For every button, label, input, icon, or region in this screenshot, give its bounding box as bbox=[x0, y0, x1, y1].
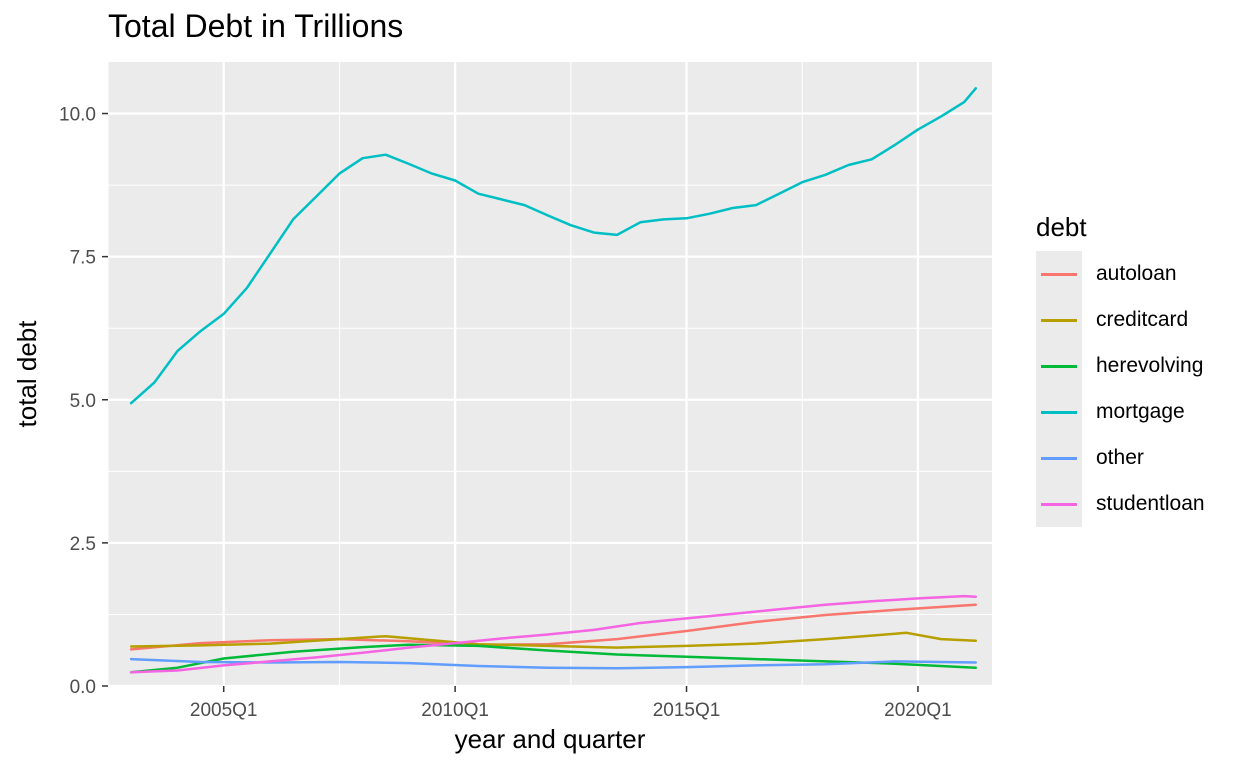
series-layer bbox=[129, 87, 978, 674]
series-line-studentloan bbox=[129, 594, 978, 674]
legend-item-herevolving: herevolving bbox=[1036, 343, 1205, 389]
series-line-mortgage bbox=[129, 87, 978, 405]
legend-label: studentloan bbox=[1096, 492, 1205, 515]
legend-swatch bbox=[1041, 319, 1077, 322]
legend-label: other bbox=[1096, 446, 1144, 469]
legend-swatch bbox=[1041, 457, 1077, 460]
legend-item-studentloan: studentloan bbox=[1036, 481, 1205, 527]
y-tick-label: 10.0 bbox=[59, 105, 96, 126]
legend-items: autoloan creditcard herevolving mortgage oth… bbox=[1036, 251, 1205, 527]
y-axis: 0.0 2.5 5.0 7.5 10.0 bbox=[59, 105, 108, 698]
x-tick-label: 2010Q1 bbox=[421, 700, 489, 721]
series-line-herevolving bbox=[129, 643, 978, 674]
x-axis-title: year and quarter bbox=[455, 724, 646, 754]
legend-label: creditcard bbox=[1096, 308, 1189, 331]
series-line-creditcard bbox=[129, 631, 978, 649]
y-tick-label: 7.5 bbox=[70, 248, 96, 269]
legend-key bbox=[1036, 343, 1082, 389]
legend-swatch bbox=[1041, 273, 1077, 276]
y-tick-label: 0.0 bbox=[70, 677, 96, 698]
legend-key bbox=[1036, 297, 1082, 343]
legend-title: debt bbox=[1036, 212, 1087, 242]
y-axis-title: total debt bbox=[12, 320, 42, 428]
y-tick-label: 5.0 bbox=[70, 391, 96, 412]
legend: debt autoloan creditcard herevolving mortga… bbox=[1036, 212, 1205, 527]
x-axis: 2005Q1 2010Q1 2015Q1 2020Q1 bbox=[190, 686, 952, 721]
legend-swatch bbox=[1041, 503, 1077, 506]
grid-minor bbox=[107, 62, 992, 686]
plot-panel bbox=[108, 62, 992, 686]
legend-key bbox=[1036, 389, 1082, 435]
legend-label: autoloan bbox=[1096, 262, 1177, 285]
x-tick-label: 2015Q1 bbox=[653, 700, 721, 721]
chart-title: Total Debt in Trillions bbox=[108, 8, 404, 44]
legend-label: mortgage bbox=[1096, 400, 1185, 423]
legend-swatch bbox=[1041, 411, 1077, 414]
series-line-autoloan bbox=[129, 603, 978, 651]
legend-item-autoloan: autoloan bbox=[1036, 251, 1205, 297]
legend-item-mortgage: mortgage bbox=[1036, 389, 1205, 435]
legend-item-other: other bbox=[1036, 435, 1205, 481]
legend-key bbox=[1036, 481, 1082, 527]
x-tick-label: 2020Q1 bbox=[884, 700, 952, 721]
y-tick-label: 2.5 bbox=[70, 534, 96, 555]
legend-label: herevolving bbox=[1096, 354, 1204, 377]
legend-item-creditcard: creditcard bbox=[1036, 297, 1205, 343]
legend-swatch bbox=[1041, 365, 1077, 368]
legend-key bbox=[1036, 251, 1082, 297]
x-tick-label: 2005Q1 bbox=[190, 700, 258, 721]
grid-major bbox=[108, 62, 992, 688]
legend-key bbox=[1036, 435, 1082, 481]
